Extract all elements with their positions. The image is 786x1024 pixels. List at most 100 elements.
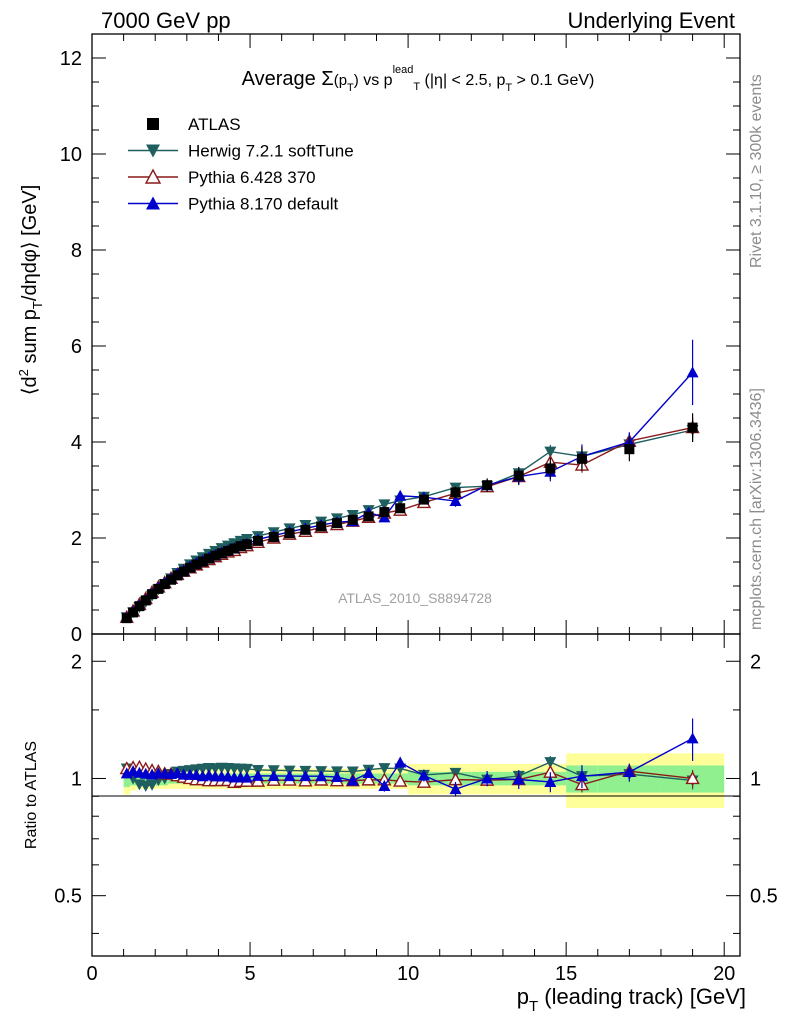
ratio-plot-frame [91, 633, 741, 957]
herwig-7-2-1-softtune-legend-marker [146, 144, 160, 158]
header-left: 7000 GeV pp [101, 8, 231, 33]
ratio-stat-band [123, 770, 130, 788]
x-tick-label: 0 [86, 963, 97, 985]
pythia-8-170-default-point [686, 366, 699, 378]
pythia-6-428-370-ratio-point [393, 773, 408, 787]
y-tick-label: 4 [71, 432, 82, 454]
pythia-8-170-default-ratio-point [330, 771, 343, 783]
pythia-8-170-default-ratio-point [283, 770, 296, 782]
atlas-point [184, 562, 195, 573]
pythia-6-428-370-legend-marker [144, 168, 162, 184]
atlas-point [203, 553, 214, 564]
pythia-8-170-default-legend-label: Pythia 8.170 default [188, 195, 339, 214]
pythia-8-170-default-line [126, 371, 694, 619]
pythia-8-170-default-legend-marker [146, 196, 160, 210]
pythia-8-170-default-ratio-point [362, 767, 375, 779]
x-tick-label: 20 [713, 963, 735, 985]
atlas-point [210, 550, 221, 561]
y-axis-label: ⟨d2 sum pT/dηdφ⟩ [GeV] [16, 185, 45, 396]
atlas-point [268, 532, 279, 543]
herwig-7-2-1-softtune-point [378, 499, 391, 511]
pythia-8-170-default-ratio-point [346, 774, 359, 786]
herwig-7-2-1-softtune-point [544, 446, 557, 458]
pythia-8-170-default-ratio-point [686, 732, 699, 744]
atlas-point [363, 511, 374, 522]
atlas-point [331, 518, 342, 529]
atlas-point [140, 595, 151, 606]
pythia-6-428-370-ratio-point [416, 774, 432, 788]
y-tick-label: 6 [71, 336, 82, 358]
pythia-6-428-370-ratio-point [361, 772, 376, 786]
atlas-legend-label: ATLAS [188, 115, 241, 134]
ratio-tick-label-right: 2 [750, 651, 761, 673]
analysis-label: ATLAS_2010_S8894728 [338, 590, 492, 606]
pythia-8-170-default-ratio-point [378, 779, 391, 791]
y-tick-label: 2 [71, 528, 82, 550]
atlas-point [153, 583, 164, 594]
x-tick-label: 5 [244, 963, 255, 985]
atlas-point [134, 601, 145, 612]
atlas-point [347, 514, 358, 525]
pythia-8-170-default-ratio-point [267, 769, 280, 781]
atlas-point [450, 487, 461, 498]
pythia-8-170-default-ratio-point [575, 770, 588, 782]
header-right: Underlying Event [567, 8, 735, 33]
atlas-point [121, 613, 132, 624]
y-tick-label: 12 [60, 48, 82, 70]
ratio-tick-label: 1 [71, 768, 82, 790]
atlas-point [316, 521, 327, 532]
atlas-point [513, 470, 524, 481]
atlas-point [545, 463, 556, 474]
legend: ATLAS Herwig 7.2.1 softTune Pythia 6.428 3… [128, 115, 354, 214]
pythia-8-170-default-ratio-point [481, 772, 494, 784]
atlas-point [241, 539, 252, 550]
atlas-point [191, 559, 202, 570]
pythia-8-170-default-ratio-point [449, 783, 462, 795]
plot-title: Average Σ(pT) vs pleadT (|η| < 2.5, pT >… [242, 64, 595, 94]
pythia-6-428-370-ratio-point [685, 771, 700, 785]
pythia-8-170-default-ratio-point [512, 773, 525, 785]
x-axis-label: pT (leading track) [GeV] [517, 984, 746, 1015]
x-tick-label: 15 [555, 963, 577, 985]
atlas-point [418, 494, 429, 505]
atlas-point [576, 453, 587, 464]
pythia-8-170-default-ratio-point [623, 766, 636, 778]
atlas-point [197, 556, 208, 567]
pythia-8-170-default-ratio-point [240, 771, 253, 783]
pythia-6-428-370-line [126, 426, 693, 618]
atlas-point [147, 589, 158, 600]
ratio-tick-label: 2 [71, 651, 82, 673]
ratio-tick-label-right: 1 [750, 768, 761, 790]
atlas-point [159, 579, 170, 590]
pythia-8-170-default-ratio-point [394, 756, 407, 768]
atlas-point [216, 548, 227, 559]
ratio-tick-label: 0.5 [54, 886, 82, 908]
pythia-8-170-default-point [449, 495, 462, 507]
atlas-point [172, 570, 183, 581]
atlas-legend-marker [147, 118, 159, 130]
y-tick-label: 0 [71, 624, 82, 646]
atlas-point [284, 528, 295, 539]
atlas-point [300, 524, 311, 535]
y-tick-label: 8 [71, 240, 82, 262]
atlas-point [395, 503, 406, 514]
pythia-8-170-default-ratio-point [251, 769, 264, 781]
atlas-point [229, 543, 240, 554]
main-plot-series [119, 339, 700, 624]
atlas-point [252, 535, 263, 546]
ratio-stat-band [136, 771, 143, 786]
y-tick-label: 10 [60, 144, 82, 166]
x-tick-label: 10 [397, 963, 419, 985]
pythia-6-428-370-legend-label: Pythia 6.428 370 [188, 168, 316, 187]
atlas-point [178, 566, 189, 577]
atlas-point [222, 545, 233, 556]
ratio-tick-label-right: 0.5 [750, 886, 778, 908]
atlas-point [128, 607, 139, 618]
herwig-7-2-1-softtune-ratio-point [544, 757, 557, 769]
ratio-axis-label: Ratio to ATLAS [23, 741, 40, 849]
herwig-7-2-1-softtune-ratio-point [378, 763, 391, 775]
atlas-point [166, 574, 177, 585]
atlas-point [687, 422, 698, 433]
herwig-7-2-1-softtune-legend-label: Herwig 7.2.1 softTune [188, 142, 354, 161]
